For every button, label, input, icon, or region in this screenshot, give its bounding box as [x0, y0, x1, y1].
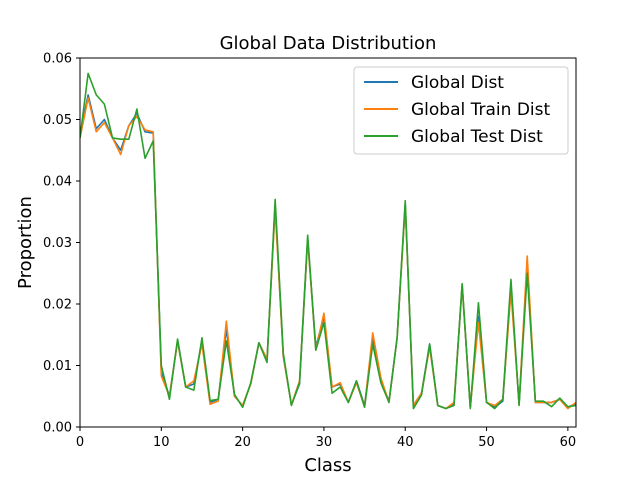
legend-label-global-dist: Global Dist [411, 73, 504, 93]
y-tick-label: 0.04 [43, 175, 72, 190]
legend: Global Dist Global Train Dist Global Test … [353, 66, 569, 155]
y-tick-label: 0.06 [43, 52, 72, 67]
x-tick-label: 20 [234, 435, 251, 450]
legend-box [353, 66, 569, 155]
x-tick-label: 60 [560, 435, 577, 450]
y-tick-label: 0.01 [43, 359, 72, 374]
x-tick-label: 30 [316, 435, 333, 450]
x-axis-label: Class [304, 455, 351, 476]
x-tick-label: 40 [397, 435, 414, 450]
plot-area: 0 10 20 30 40 50 60 0.00 0.01 0.02 0.03 0.04 0.05 0.0… [43, 52, 577, 450]
series-group [80, 72, 576, 410]
series-line-global-test-dist [80, 72, 576, 410]
x-tick-label: 50 [478, 435, 495, 450]
y-tick-label: 0.00 [43, 421, 72, 436]
chart-title: Global Data Distribution [220, 33, 437, 54]
series-line-global-train-dist [80, 97, 576, 410]
x-tick-label: 0 [76, 435, 84, 450]
x-tick-label: 10 [153, 435, 170, 450]
legend-label-global-train-dist: Global Train Dist [411, 100, 550, 120]
y-tick-label: 0.02 [43, 298, 72, 313]
y-axis-label: Proportion [15, 196, 36, 289]
y-tick-label: 0.05 [43, 113, 72, 128]
y-tick-label: 0.03 [43, 236, 72, 251]
legend-label-global-test-dist: Global Test Dist [411, 127, 543, 147]
